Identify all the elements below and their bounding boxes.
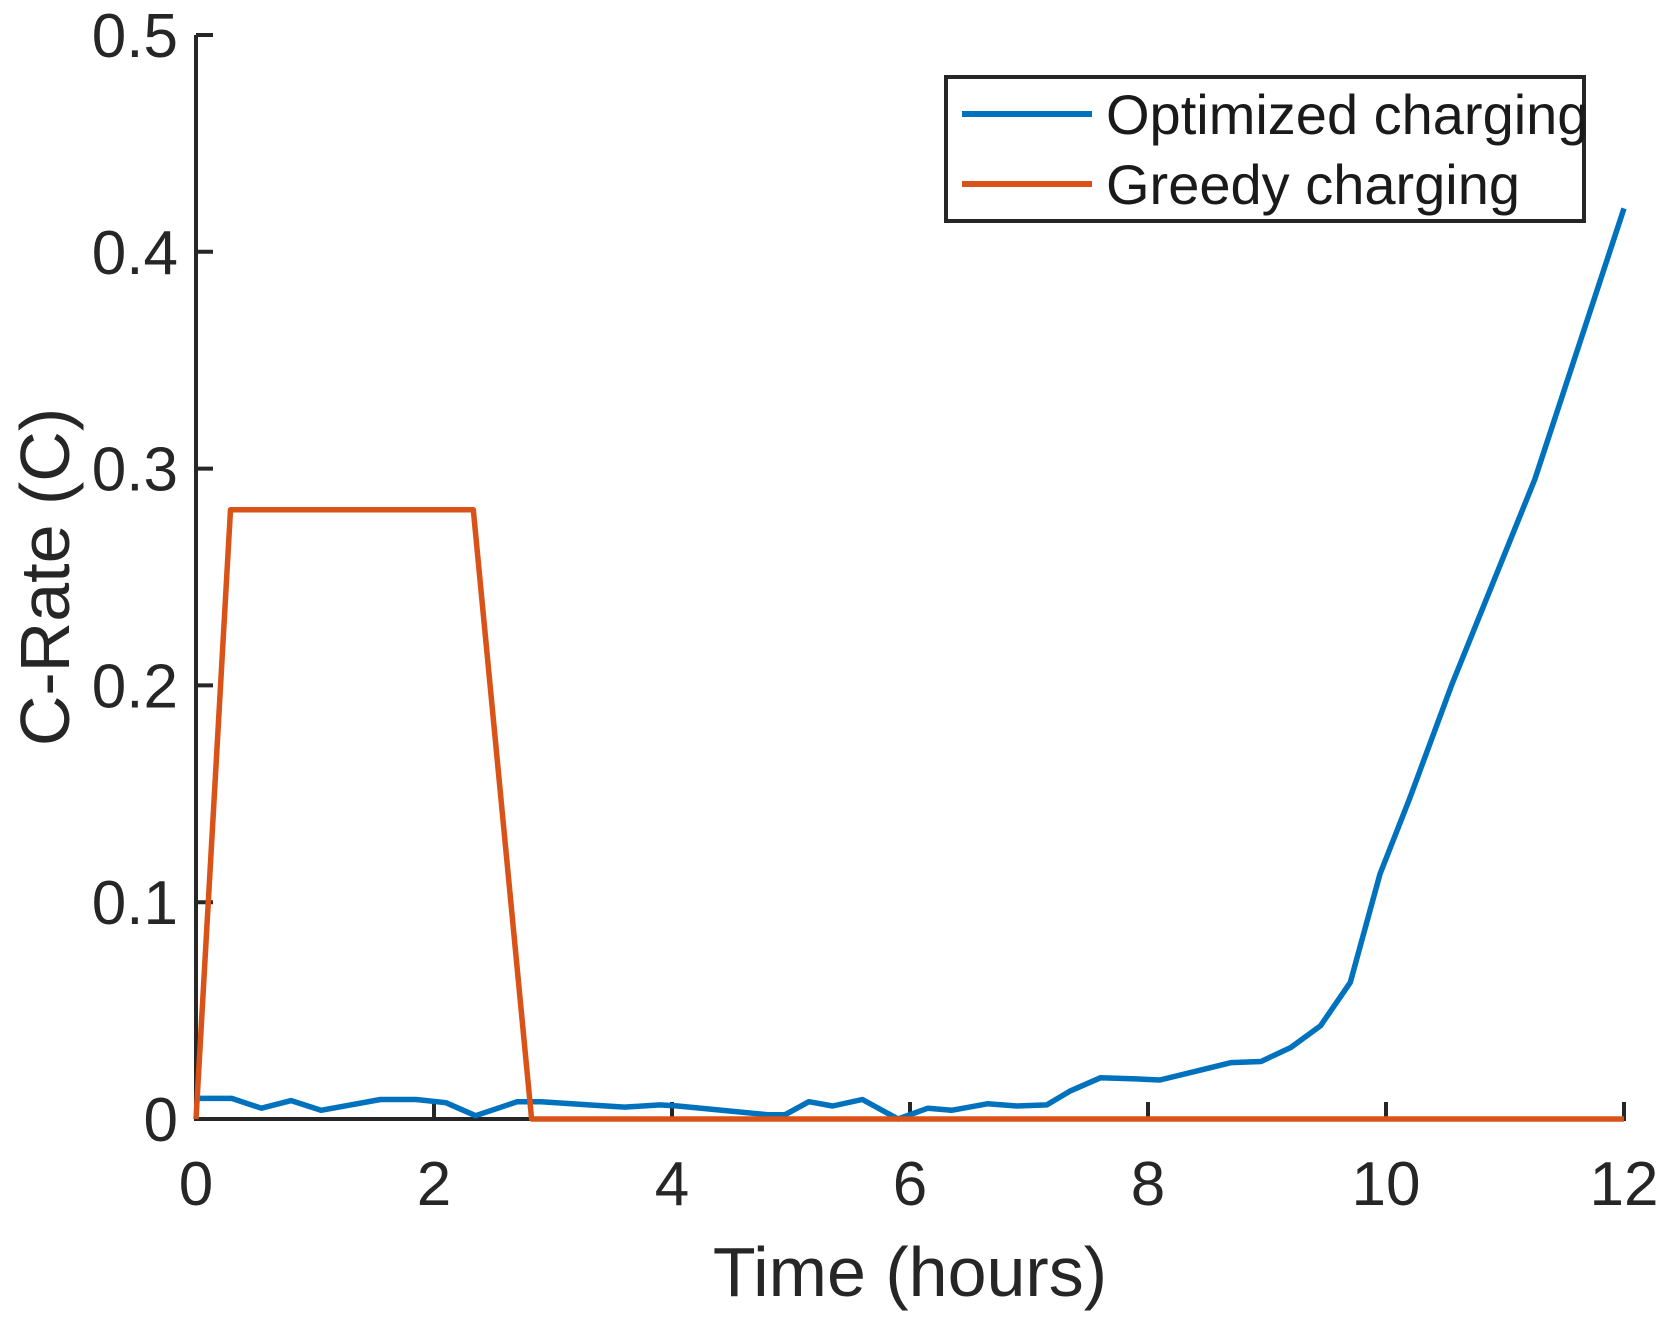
y-tick-label: 0.2 — [92, 652, 178, 721]
x-tick-label: 4 — [655, 1150, 689, 1219]
x-tick-label: 12 — [1590, 1150, 1659, 1219]
y-tick-label: 0.3 — [92, 436, 178, 505]
x-axis-label: Time (hours) — [712, 1233, 1108, 1311]
x-tick-label: 6 — [893, 1150, 927, 1219]
y-tick-label: 0 — [144, 1086, 178, 1155]
legend-label-greedy: Greedy charging — [1106, 152, 1521, 216]
y-tick-label: 0.1 — [92, 869, 178, 938]
x-tick-label: 0 — [179, 1150, 213, 1219]
legend-entry-optimized: Optimized charging — [948, 79, 1588, 149]
y-axis-label: C-Rate (C) — [6, 407, 84, 747]
legend-line-sample-optimized — [962, 111, 1092, 117]
legend-label-optimized: Optimized charging — [1106, 82, 1589, 146]
x-tick-label: 8 — [1131, 1150, 1165, 1219]
legend-line-sample-greedy — [962, 181, 1092, 187]
y-tick-label: 0.5 — [92, 2, 178, 71]
legend: Optimized charging Greedy charging — [944, 75, 1588, 223]
y-tick-label: 0.4 — [92, 219, 178, 288]
x-tick-label: 10 — [1352, 1150, 1421, 1219]
legend-entry-greedy: Greedy charging — [948, 149, 1582, 219]
x-tick-label: 2 — [417, 1150, 451, 1219]
series-line-optimized-charging — [196, 207, 1627, 1122]
series-line-greedy-charging — [193, 507, 1624, 1122]
